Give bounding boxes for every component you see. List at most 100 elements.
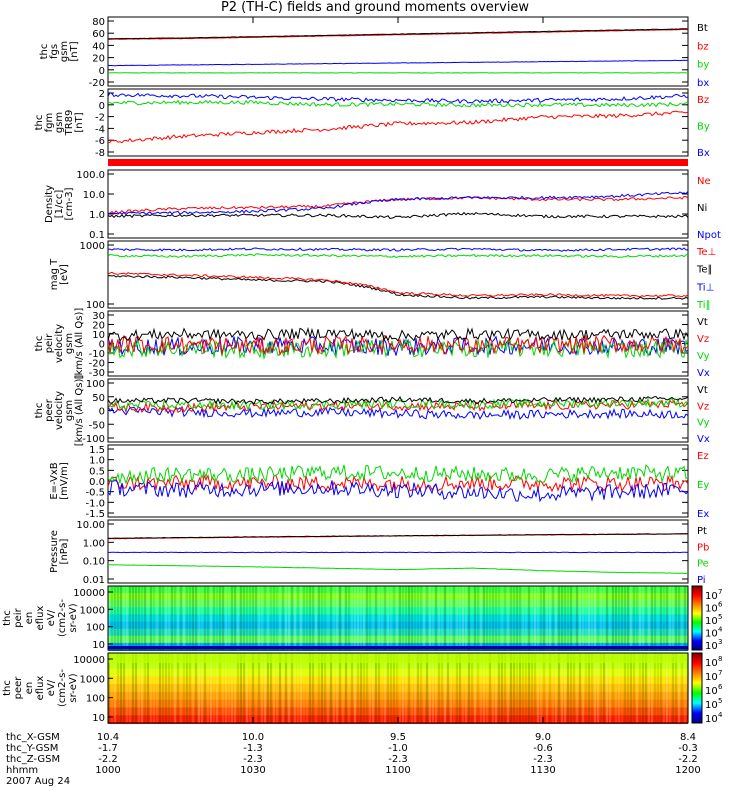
y-tick-label: 2 bbox=[99, 89, 105, 100]
series-line-Bx bbox=[108, 110, 688, 144]
spectrogram-texture bbox=[429, 586, 431, 650]
y-tick-label: 0 bbox=[99, 340, 105, 351]
y-axis-label: sr-eV) bbox=[68, 673, 79, 702]
spectrogram-texture bbox=[336, 586, 338, 650]
spectrogram-texture bbox=[525, 586, 527, 650]
spectrogram-texture bbox=[276, 653, 278, 723]
spectrogram-texture bbox=[387, 653, 389, 723]
spectrogram-texture bbox=[495, 586, 497, 650]
spectrogram-band bbox=[108, 699, 688, 709]
spectrogram-texture bbox=[531, 586, 533, 650]
legend-entry: Te⊥ bbox=[696, 247, 716, 258]
spectrogram-texture bbox=[405, 586, 407, 650]
spectrogram-texture bbox=[549, 586, 551, 650]
x-tick-label: 1030 bbox=[240, 765, 265, 776]
x-date-label: 2007 Aug 24 bbox=[6, 776, 70, 787]
spectrogram-texture bbox=[240, 653, 242, 723]
spectrogram-texture bbox=[363, 653, 365, 723]
spectrogram-texture bbox=[276, 586, 278, 650]
spectrogram-texture bbox=[210, 586, 212, 650]
legend-entry: Ex bbox=[697, 509, 709, 520]
spectrogram-texture bbox=[336, 653, 338, 723]
spectrogram-texture bbox=[246, 653, 248, 723]
spectrogram-texture bbox=[171, 653, 173, 723]
spectrogram-texture bbox=[216, 653, 218, 723]
spectrogram-texture bbox=[342, 586, 344, 650]
spectrogram-texture bbox=[423, 586, 425, 650]
spectrogram-texture bbox=[480, 586, 482, 650]
spectrogram-texture bbox=[390, 586, 392, 650]
spectrogram-texture bbox=[258, 653, 260, 723]
y-tick-label: -20 bbox=[89, 78, 105, 89]
spectrogram-texture bbox=[438, 653, 440, 723]
spectrogram-texture bbox=[207, 653, 209, 723]
colorbar-tick-label: 10 bbox=[705, 700, 718, 711]
series-line-Ey bbox=[108, 464, 688, 485]
spectrogram-texture bbox=[378, 653, 380, 723]
y-axis-label: gsm bbox=[64, 400, 75, 421]
spectrogram-texture bbox=[666, 586, 668, 650]
spectrogram-texture bbox=[255, 653, 257, 723]
y-axis-label: [km/s (All Qs)] bbox=[74, 375, 85, 447]
spectrogram-texture bbox=[486, 586, 488, 650]
y-axis-label: gsm bbox=[64, 333, 75, 354]
y-tick-label: -4 bbox=[95, 124, 105, 135]
spectrogram-texture bbox=[543, 586, 545, 650]
spectrogram-texture bbox=[438, 586, 440, 650]
spectrogram-texture bbox=[417, 653, 419, 723]
y-axis-label: eV/ bbox=[46, 609, 57, 626]
legend-entry: Ez bbox=[697, 451, 709, 462]
spectrogram-texture bbox=[639, 653, 641, 723]
y-tick-label: -8 bbox=[95, 148, 105, 159]
spectrogram-texture bbox=[351, 586, 353, 650]
spectrogram-texture bbox=[141, 586, 143, 650]
x-tick-label: -2.3 bbox=[533, 754, 553, 765]
spectrogram-texture bbox=[648, 653, 650, 723]
spectrogram-texture bbox=[621, 586, 623, 650]
spectrogram-texture bbox=[114, 653, 116, 723]
panel-frame bbox=[107, 519, 689, 584]
y-axis-label: (cm2-s- bbox=[57, 599, 68, 637]
spectrogram-texture bbox=[594, 653, 596, 723]
spectrogram-texture bbox=[486, 653, 488, 723]
spectrogram-texture bbox=[183, 653, 185, 723]
spectrogram-texture bbox=[258, 586, 260, 650]
spectrogram-texture bbox=[603, 653, 605, 723]
spectrogram-texture bbox=[561, 653, 563, 723]
y-tick-label: 100 bbox=[86, 694, 105, 705]
y-tick-label: -1.0 bbox=[85, 498, 105, 509]
y-tick-label: 1.00 bbox=[83, 538, 105, 549]
spectrogram-texture bbox=[615, 653, 617, 723]
spectrogram-texture bbox=[138, 586, 140, 650]
y-axis-label: eflux bbox=[35, 676, 46, 701]
y-tick-label: 40 bbox=[92, 41, 105, 52]
spectrogram-texture bbox=[498, 586, 500, 650]
spectrogram-texture bbox=[294, 586, 296, 650]
spectrogram-texture bbox=[159, 586, 161, 650]
colorbar-tick-label: 10 bbox=[705, 714, 718, 725]
y-tick-label: -2 bbox=[95, 113, 105, 124]
panel-frame bbox=[107, 169, 689, 239]
spectrogram-texture bbox=[612, 586, 614, 650]
spectrogram-texture bbox=[318, 586, 320, 650]
y-tick-label: 30 bbox=[92, 311, 105, 322]
panel-temperature: 1000 100 mag T [eV] Te⊥ Te∥ Ti⊥ Ti∥ bbox=[49, 240, 716, 311]
spectrogram-texture bbox=[360, 586, 362, 650]
y-tick-label: 100 bbox=[86, 300, 105, 311]
spectrogram-texture bbox=[639, 586, 641, 650]
spectrogram-texture bbox=[273, 653, 275, 723]
spectrogram-texture bbox=[339, 653, 341, 723]
series-line-Vx bbox=[108, 335, 688, 357]
series-line-Ex bbox=[108, 480, 688, 503]
y-axis-label: thc bbox=[34, 403, 45, 419]
y-tick-label: 1.0 bbox=[89, 456, 105, 467]
y-axis-label: [mV/m] bbox=[59, 462, 70, 500]
spectrogram-texture bbox=[285, 586, 287, 650]
spectrogram-texture bbox=[204, 653, 206, 723]
spectrogram-texture bbox=[252, 653, 254, 723]
spectrogram-texture bbox=[129, 653, 131, 723]
x-tick-label: 9.0 bbox=[535, 732, 551, 743]
legend-entry: Pi bbox=[697, 575, 706, 586]
